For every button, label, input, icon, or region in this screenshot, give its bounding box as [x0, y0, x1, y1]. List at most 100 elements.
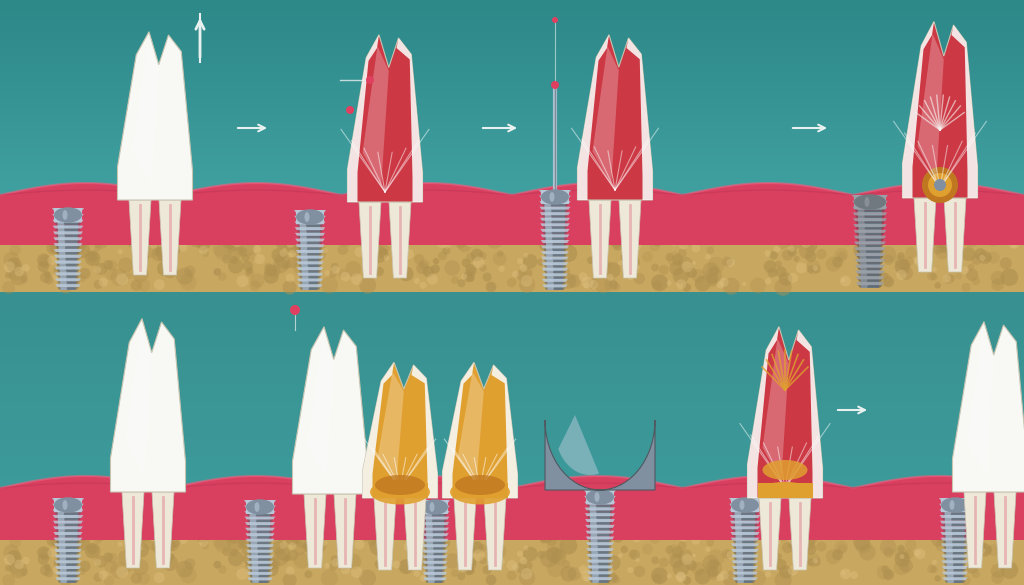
Polygon shape: [592, 574, 608, 577]
Circle shape: [609, 526, 624, 541]
Polygon shape: [250, 519, 270, 522]
Polygon shape: [425, 569, 445, 572]
Circle shape: [458, 238, 471, 252]
Circle shape: [615, 522, 634, 539]
Circle shape: [143, 525, 151, 532]
Polygon shape: [944, 569, 967, 572]
Polygon shape: [57, 512, 79, 515]
Circle shape: [731, 524, 740, 532]
Circle shape: [801, 523, 813, 535]
Polygon shape: [251, 550, 269, 553]
Polygon shape: [57, 574, 79, 577]
Polygon shape: [544, 190, 551, 193]
Polygon shape: [422, 561, 447, 564]
Polygon shape: [854, 230, 887, 233]
Polygon shape: [57, 214, 65, 216]
Polygon shape: [52, 220, 84, 223]
Polygon shape: [60, 574, 68, 577]
Polygon shape: [541, 240, 569, 243]
Circle shape: [670, 261, 684, 276]
Polygon shape: [359, 202, 381, 278]
Polygon shape: [296, 261, 324, 264]
Circle shape: [782, 249, 794, 261]
Polygon shape: [859, 251, 881, 254]
Circle shape: [588, 574, 595, 581]
Polygon shape: [944, 510, 951, 512]
Circle shape: [904, 257, 913, 266]
Polygon shape: [732, 518, 759, 521]
Circle shape: [765, 278, 771, 284]
Polygon shape: [307, 338, 334, 477]
Circle shape: [157, 554, 172, 569]
Circle shape: [896, 270, 906, 280]
Circle shape: [229, 256, 238, 264]
Circle shape: [630, 257, 640, 267]
Circle shape: [726, 259, 735, 267]
Circle shape: [40, 565, 51, 576]
Circle shape: [403, 542, 414, 552]
Polygon shape: [54, 229, 81, 231]
Polygon shape: [540, 201, 570, 204]
Polygon shape: [301, 253, 319, 255]
Polygon shape: [592, 561, 608, 565]
Circle shape: [130, 234, 147, 252]
Circle shape: [1000, 269, 1018, 286]
Polygon shape: [586, 531, 614, 534]
Polygon shape: [59, 558, 67, 560]
Polygon shape: [944, 512, 951, 515]
Circle shape: [799, 243, 815, 259]
Circle shape: [750, 511, 764, 525]
Circle shape: [132, 233, 142, 244]
Polygon shape: [734, 501, 756, 504]
Polygon shape: [428, 566, 442, 569]
Polygon shape: [422, 503, 449, 505]
Ellipse shape: [54, 207, 82, 223]
Polygon shape: [589, 496, 610, 500]
Circle shape: [398, 238, 409, 249]
Polygon shape: [60, 569, 67, 572]
Circle shape: [246, 562, 254, 570]
Circle shape: [67, 270, 80, 283]
Polygon shape: [362, 362, 394, 498]
Polygon shape: [942, 535, 968, 538]
Circle shape: [995, 224, 1013, 242]
Polygon shape: [347, 35, 379, 202]
Polygon shape: [591, 543, 609, 546]
Circle shape: [341, 236, 352, 247]
Polygon shape: [542, 209, 568, 212]
Circle shape: [378, 248, 388, 259]
Circle shape: [549, 232, 560, 243]
Polygon shape: [952, 322, 1024, 492]
Polygon shape: [591, 527, 597, 530]
Circle shape: [451, 276, 459, 284]
Polygon shape: [132, 43, 159, 184]
Polygon shape: [250, 514, 270, 517]
Circle shape: [711, 524, 717, 531]
Circle shape: [710, 267, 718, 276]
Polygon shape: [590, 505, 610, 508]
Polygon shape: [940, 515, 971, 518]
Polygon shape: [588, 528, 612, 531]
Circle shape: [482, 273, 492, 282]
Polygon shape: [302, 274, 309, 277]
Circle shape: [463, 564, 474, 575]
Circle shape: [296, 532, 312, 549]
Polygon shape: [296, 250, 325, 253]
Polygon shape: [57, 507, 79, 510]
Circle shape: [938, 523, 944, 529]
Polygon shape: [57, 507, 65, 510]
Circle shape: [325, 563, 330, 569]
Circle shape: [547, 560, 563, 577]
Circle shape: [582, 277, 593, 288]
Polygon shape: [249, 564, 271, 566]
Circle shape: [919, 225, 931, 237]
Polygon shape: [544, 282, 566, 284]
Polygon shape: [425, 508, 444, 511]
Polygon shape: [859, 247, 881, 251]
Circle shape: [544, 233, 553, 243]
Circle shape: [14, 559, 24, 569]
Circle shape: [293, 542, 306, 555]
Circle shape: [678, 541, 687, 549]
Polygon shape: [247, 519, 273, 522]
Circle shape: [756, 228, 764, 236]
